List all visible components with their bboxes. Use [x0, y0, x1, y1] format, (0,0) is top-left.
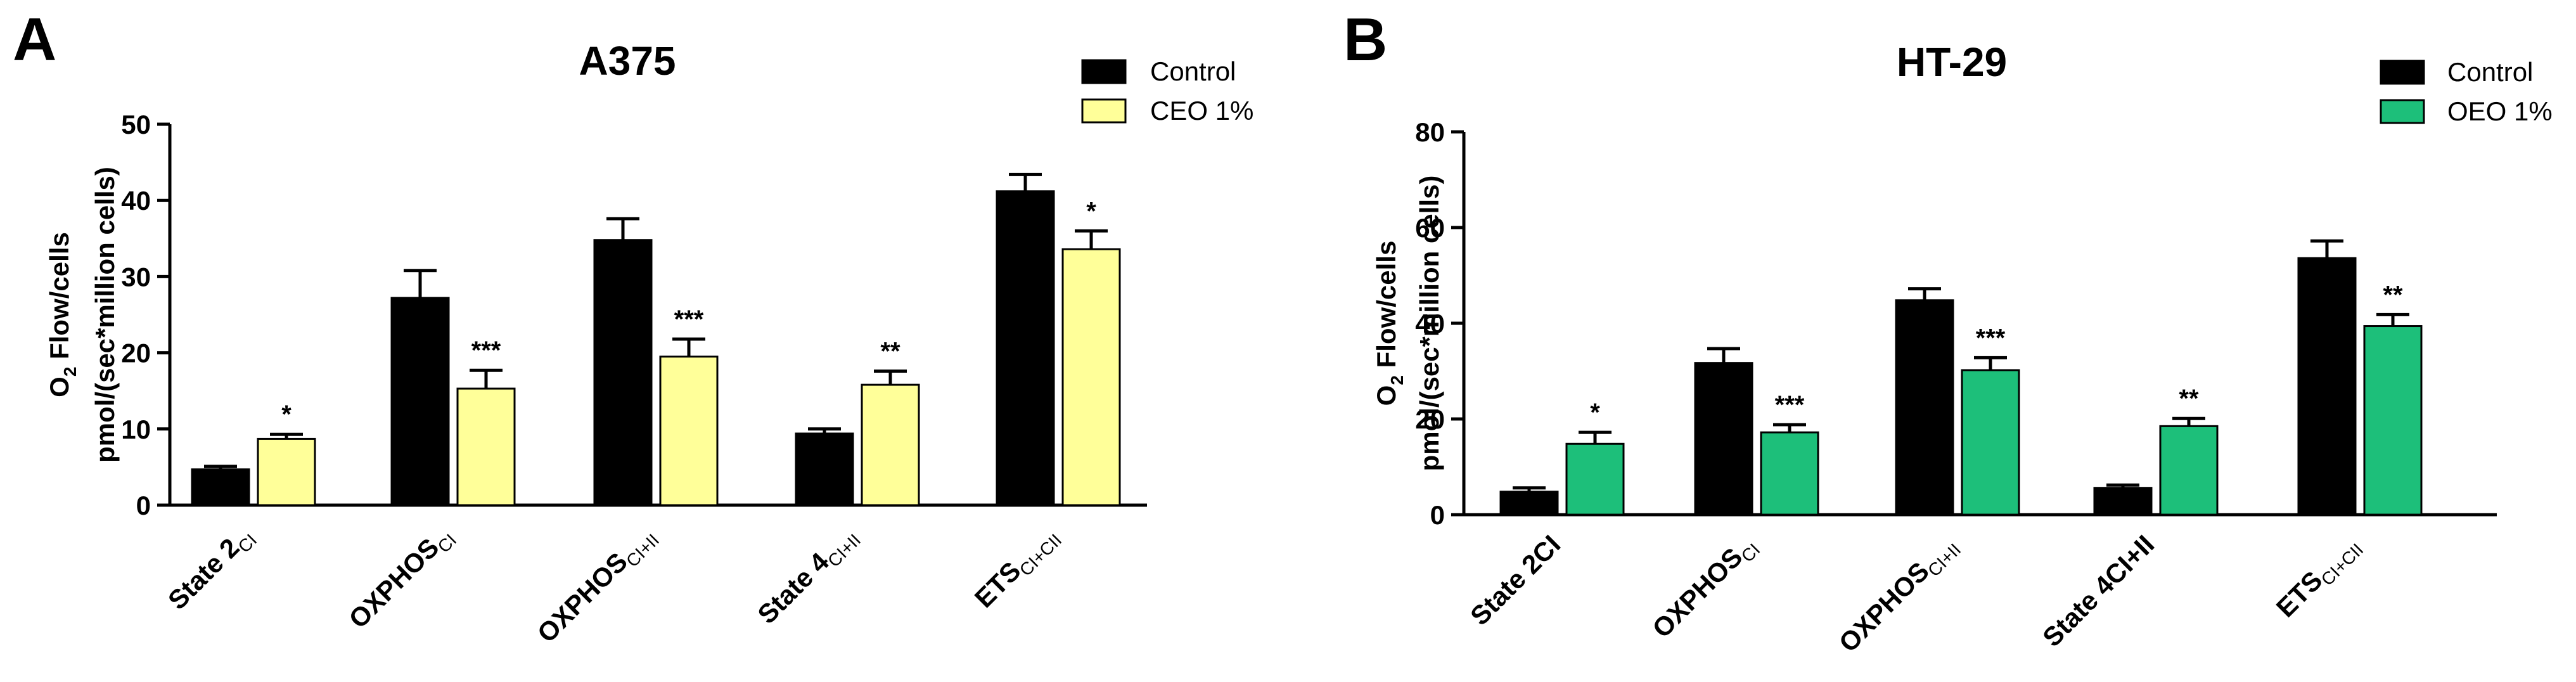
- y-tick-label: 20: [121, 338, 151, 368]
- bar-control: [593, 239, 653, 506]
- bar-treatment: [1565, 442, 1625, 516]
- y-tick-label: 40: [1415, 309, 1445, 338]
- legend-swatch: [1081, 98, 1127, 124]
- y-tick-label: 80: [1415, 117, 1445, 147]
- chart-title: HT-29: [1897, 39, 2007, 85]
- y-axis-label-line2: pmol/(sec*million cells): [1414, 176, 1444, 472]
- legend-label: OEO 1%: [2447, 96, 2553, 126]
- y-axis-label-subscript: 2: [1387, 375, 1407, 385]
- panel-label: A: [13, 6, 56, 74]
- bar-treatment: [257, 437, 316, 506]
- y-axis-label-rest: Flow/cells: [1371, 241, 1401, 375]
- legend-label: Control: [2447, 57, 2533, 87]
- bar-control: [795, 432, 854, 506]
- bar-control: [191, 468, 250, 506]
- significance-label: ***: [1775, 391, 1805, 419]
- bar-control: [1895, 299, 1954, 516]
- legend-swatch: [1081, 59, 1127, 84]
- significance-label: *: [1590, 399, 1600, 427]
- x-tick-label-subscript: CI+CII: [2317, 539, 2368, 589]
- chart-title: A375: [579, 38, 676, 84]
- y-tick-label: 10: [121, 415, 151, 444]
- significance-label: ***: [471, 337, 501, 364]
- legend-swatch: [2380, 60, 2425, 85]
- bar-treatment: [1061, 248, 1121, 506]
- x-tick-label: OXPHOSCI+II: [532, 520, 663, 652]
- bar-treatment: [2159, 425, 2219, 516]
- x-tick-label-main: OXPHOS: [1646, 542, 1748, 643]
- y-axis-label-rest: Flow/cells: [44, 232, 74, 366]
- x-tick-label-main: OXPHOS: [1833, 557, 1935, 658]
- x-tick-label-main: OXPHOS: [343, 532, 444, 634]
- y-axis-label-o: O: [44, 376, 74, 397]
- y-axis-label-line1: O2 Flow/cells: [1371, 241, 1407, 406]
- x-tick-label: OXPHOSCI+II: [1833, 529, 1965, 661]
- x-tick-label: State 2CI: [1464, 529, 1566, 631]
- bar-control: [1694, 362, 1753, 516]
- y-tick-label: 0: [1430, 500, 1445, 530]
- bar-treatment: [1760, 431, 1819, 516]
- x-tick-label: OXPHOSCI: [343, 520, 460, 637]
- y-tick-label: 60: [1415, 213, 1445, 243]
- y-tick-label: 20: [1415, 404, 1445, 434]
- significance-label: *: [281, 401, 292, 428]
- y-axis-label-o: O: [1371, 385, 1401, 406]
- significance-label: *: [1086, 197, 1096, 225]
- legend-label: Control: [1150, 56, 1236, 86]
- legend-swatch: [2380, 99, 2425, 124]
- y-axis-label-line2: pmol/(sec*million cells): [90, 167, 120, 463]
- panel-label: B: [1343, 6, 1387, 74]
- y-tick-label: 50: [121, 110, 151, 139]
- significance-label: **: [2383, 281, 2403, 309]
- x-tick-label: State 2CI: [162, 520, 260, 618]
- x-tick-label: State 4CI+II: [2037, 529, 2160, 652]
- y-axis-label-line1: O2 Flow/cells: [44, 232, 80, 397]
- x-tick-label: OXPHOSCI: [1646, 529, 1764, 647]
- bar-treatment: [2363, 325, 2423, 516]
- y-tick-label: 40: [121, 186, 151, 216]
- x-tick-label: State 4CI+II: [752, 520, 864, 633]
- bar-control: [996, 190, 1055, 506]
- x-tick-label: ETSCI+CII: [969, 520, 1066, 617]
- bar-control: [2093, 487, 2153, 516]
- bar-control: [2297, 257, 2357, 516]
- x-tick-label-main: State 4CI+II: [2037, 529, 2160, 652]
- chart-panel-a: A A375 0 10 20 30 40 50 O2 Flow/cells pmol/(sec*m…: [13, 6, 1253, 652]
- y-axis-label-subscript: 2: [60, 367, 80, 377]
- legend-label: CEO 1%: [1150, 96, 1253, 125]
- bar-treatment: [659, 356, 719, 506]
- x-tick-label-main: State 2CI: [1464, 529, 1566, 631]
- significance-label: **: [2179, 385, 2199, 413]
- x-tick-label-main: State 2: [162, 532, 245, 615]
- bar-treatment: [456, 387, 516, 506]
- bar-control: [1499, 491, 1559, 516]
- y-tick-label: 30: [121, 262, 151, 292]
- y-tick-label: 0: [136, 491, 151, 520]
- x-tick-label-main: State 4: [752, 546, 835, 629]
- bar-treatment: [1961, 369, 2020, 516]
- bar-treatment: [861, 383, 920, 506]
- x-tick-label-main: OXPHOS: [532, 547, 633, 648]
- bar-control: [390, 297, 450, 506]
- significance-label: ***: [674, 306, 704, 333]
- x-tick-label-subscript: CI+CII: [1016, 530, 1066, 580]
- x-tick-label: ETSCI+CII: [2271, 529, 2368, 626]
- significance-label: ***: [1976, 324, 2006, 352]
- significance-label: **: [880, 337, 900, 365]
